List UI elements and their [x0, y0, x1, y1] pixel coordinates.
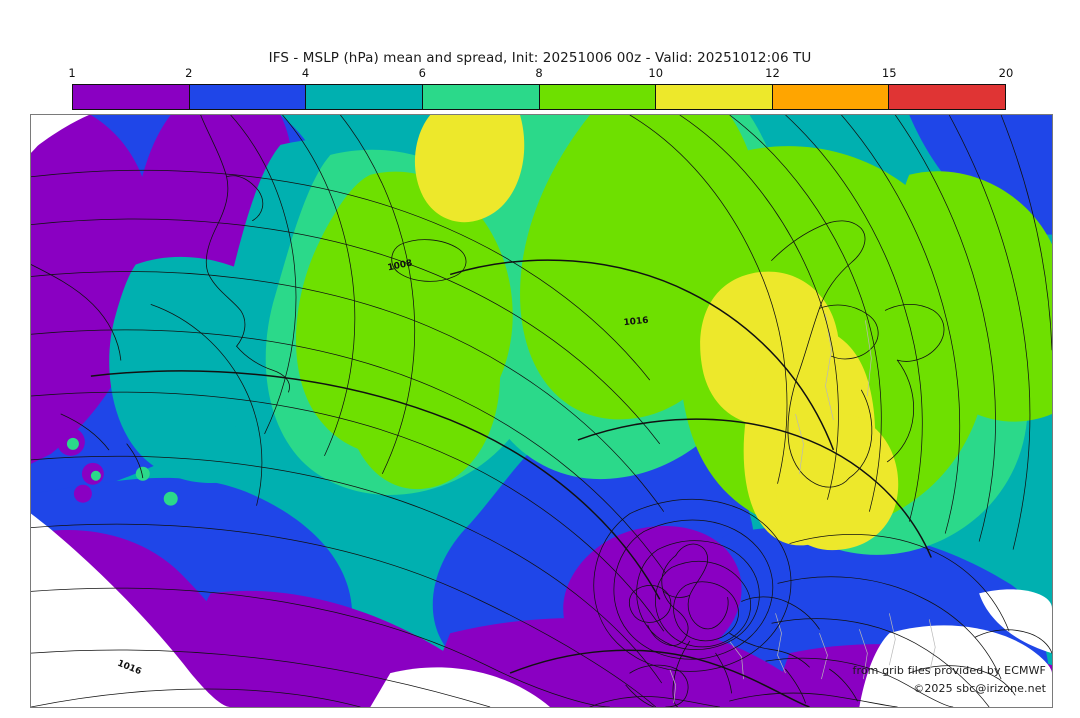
- colorbar-band-1-2: [73, 85, 189, 109]
- contour-label: 1016: [623, 316, 649, 329]
- colorbar-tick: 12: [765, 66, 780, 80]
- copyright-attribution: ©2025 sbc@irizone.net: [913, 682, 1046, 695]
- colorbar-band-10-12: [655, 85, 772, 109]
- colorbar-tick: 10: [648, 66, 664, 80]
- colorbar-band-4-6: [305, 85, 422, 109]
- colorbar-bands: [72, 84, 1006, 110]
- map-panel[interactable]: 1008 1016 1016 from grib files provided …: [30, 114, 1053, 708]
- isobar-contour-layer: 1008 1016 1016: [31, 115, 1052, 707]
- colorbar-tick: 20: [998, 66, 1014, 80]
- colorbar-tick: 1: [68, 66, 76, 80]
- colorbar: [72, 84, 1006, 110]
- colorbar-tick: 8: [535, 66, 543, 80]
- colorbar-tick: 4: [301, 66, 310, 80]
- colorbar-tick: 2: [185, 66, 193, 80]
- chart-title: IFS - MSLP (hPa) mean and spread, Init: …: [268, 50, 812, 66]
- spread-shading-layer: [31, 115, 1052, 707]
- colorbar-band-15-20: [888, 85, 1005, 109]
- colorbar-band-8-10: [538, 85, 656, 109]
- source-attribution: from grib files provided by ECMWF: [852, 664, 1046, 677]
- colorbar-tick: 6: [418, 66, 426, 80]
- colorbar-band-2-4: [188, 85, 306, 109]
- colorbar-band-6-8: [421, 85, 539, 109]
- coastline-layer: [31, 115, 1052, 707]
- contour-label: 1016: [116, 659, 143, 678]
- colorbar-tick-labels: 1 2 4 6 8 10 12 15 20: [68, 66, 1013, 82]
- colorbar-band-12-15: [771, 85, 889, 109]
- colorbar-tick: 15: [881, 66, 897, 80]
